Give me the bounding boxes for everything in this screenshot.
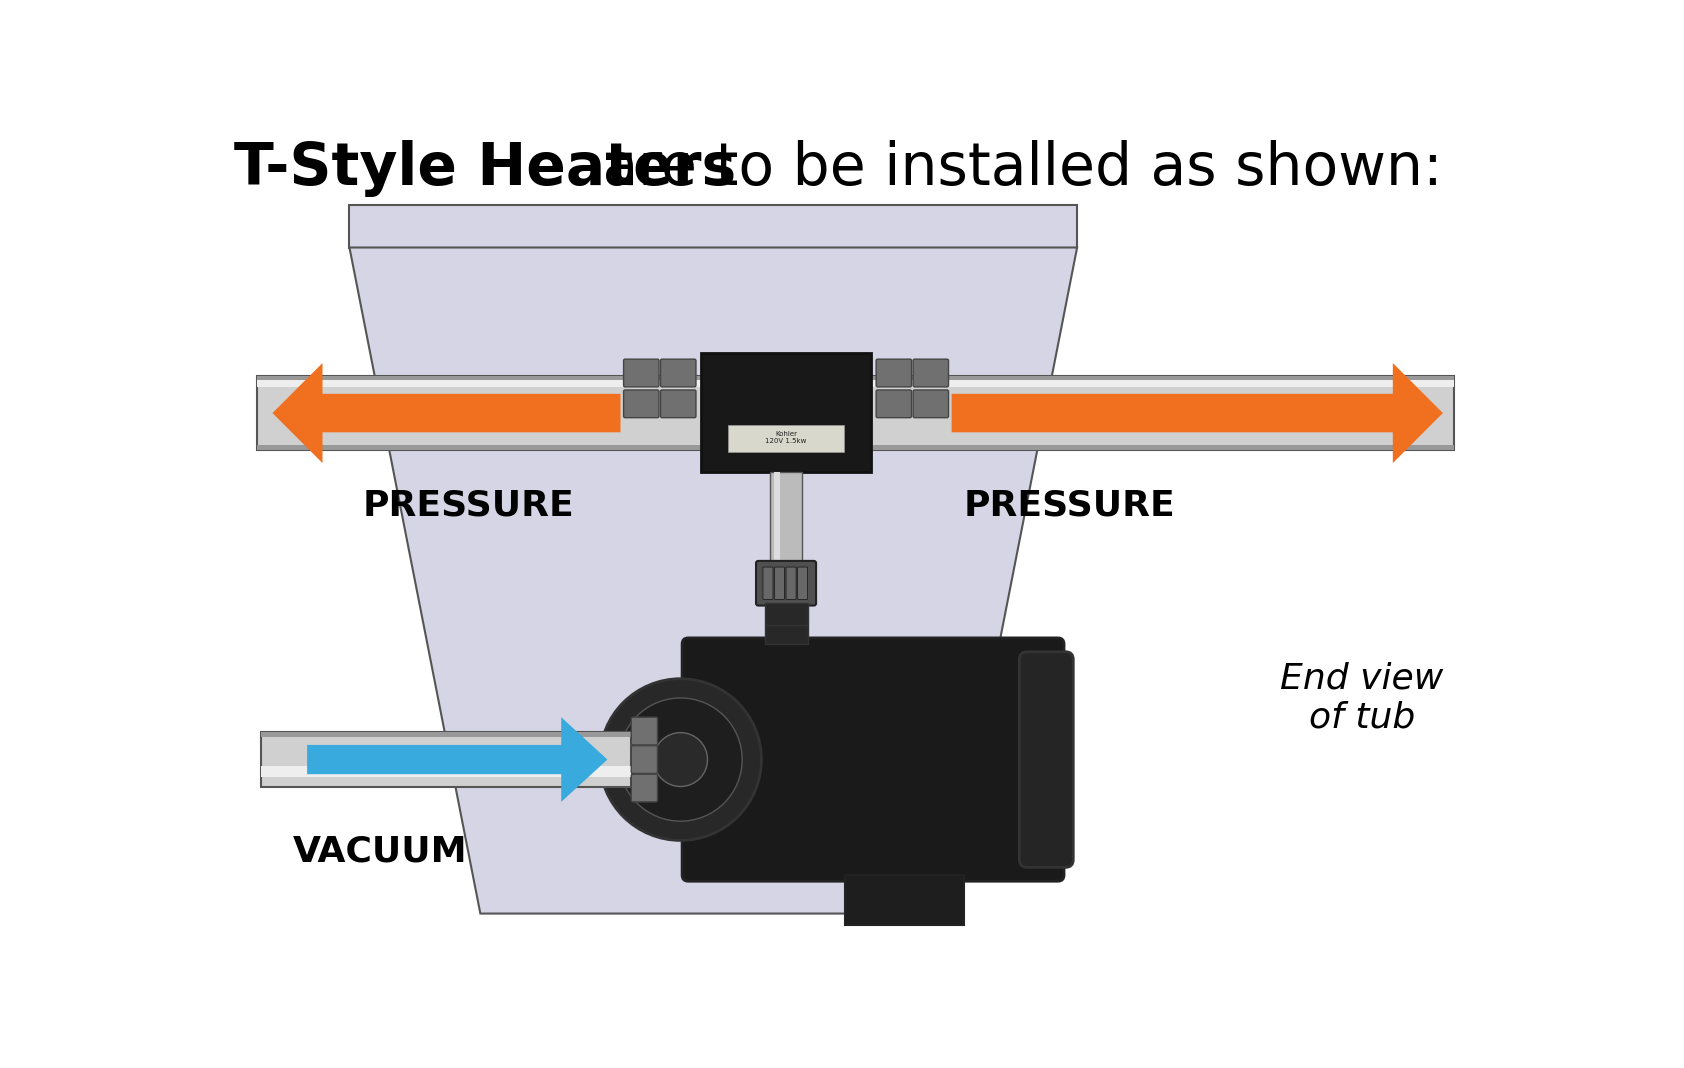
- FancyBboxPatch shape: [261, 766, 630, 776]
- FancyBboxPatch shape: [876, 359, 911, 387]
- Polygon shape: [306, 718, 608, 802]
- Polygon shape: [273, 363, 620, 464]
- FancyBboxPatch shape: [1019, 651, 1073, 867]
- Text: T-Style Heaters: T-Style Heaters: [234, 140, 736, 197]
- Text: PRESSURE: PRESSURE: [364, 488, 574, 522]
- Polygon shape: [350, 248, 1078, 913]
- FancyBboxPatch shape: [261, 732, 630, 787]
- FancyBboxPatch shape: [763, 567, 773, 599]
- Polygon shape: [951, 363, 1443, 464]
- FancyBboxPatch shape: [770, 472, 802, 563]
- FancyBboxPatch shape: [775, 567, 785, 599]
- Polygon shape: [350, 205, 1078, 248]
- FancyBboxPatch shape: [727, 425, 844, 452]
- FancyBboxPatch shape: [773, 472, 780, 563]
- Text: PRESSURE: PRESSURE: [963, 488, 1175, 522]
- Text: Kohler
120V 1.5kw: Kohler 120V 1.5kw: [765, 431, 807, 444]
- FancyBboxPatch shape: [876, 390, 911, 418]
- FancyBboxPatch shape: [632, 745, 657, 773]
- FancyBboxPatch shape: [765, 625, 808, 644]
- FancyBboxPatch shape: [765, 603, 808, 625]
- FancyBboxPatch shape: [623, 390, 658, 418]
- FancyBboxPatch shape: [632, 718, 657, 745]
- Circle shape: [653, 733, 707, 786]
- FancyBboxPatch shape: [913, 359, 948, 387]
- FancyBboxPatch shape: [660, 390, 695, 418]
- FancyBboxPatch shape: [756, 561, 817, 606]
- Circle shape: [600, 678, 761, 841]
- Circle shape: [620, 698, 743, 821]
- FancyBboxPatch shape: [632, 774, 657, 802]
- FancyBboxPatch shape: [261, 732, 630, 737]
- FancyBboxPatch shape: [682, 638, 1064, 881]
- FancyBboxPatch shape: [258, 376, 1455, 387]
- Text: End view
of tub: End view of tub: [1280, 661, 1443, 735]
- FancyBboxPatch shape: [798, 567, 808, 599]
- FancyBboxPatch shape: [258, 376, 1455, 450]
- FancyBboxPatch shape: [258, 445, 1455, 450]
- FancyBboxPatch shape: [258, 376, 1455, 380]
- FancyBboxPatch shape: [786, 567, 797, 599]
- FancyBboxPatch shape: [701, 354, 871, 472]
- FancyBboxPatch shape: [913, 390, 948, 418]
- Text: VACUUM: VACUUM: [293, 835, 468, 869]
- FancyBboxPatch shape: [845, 875, 963, 925]
- FancyBboxPatch shape: [660, 359, 695, 387]
- Text: are to be installed as shown:: are to be installed as shown:: [584, 140, 1443, 197]
- FancyBboxPatch shape: [623, 359, 658, 387]
